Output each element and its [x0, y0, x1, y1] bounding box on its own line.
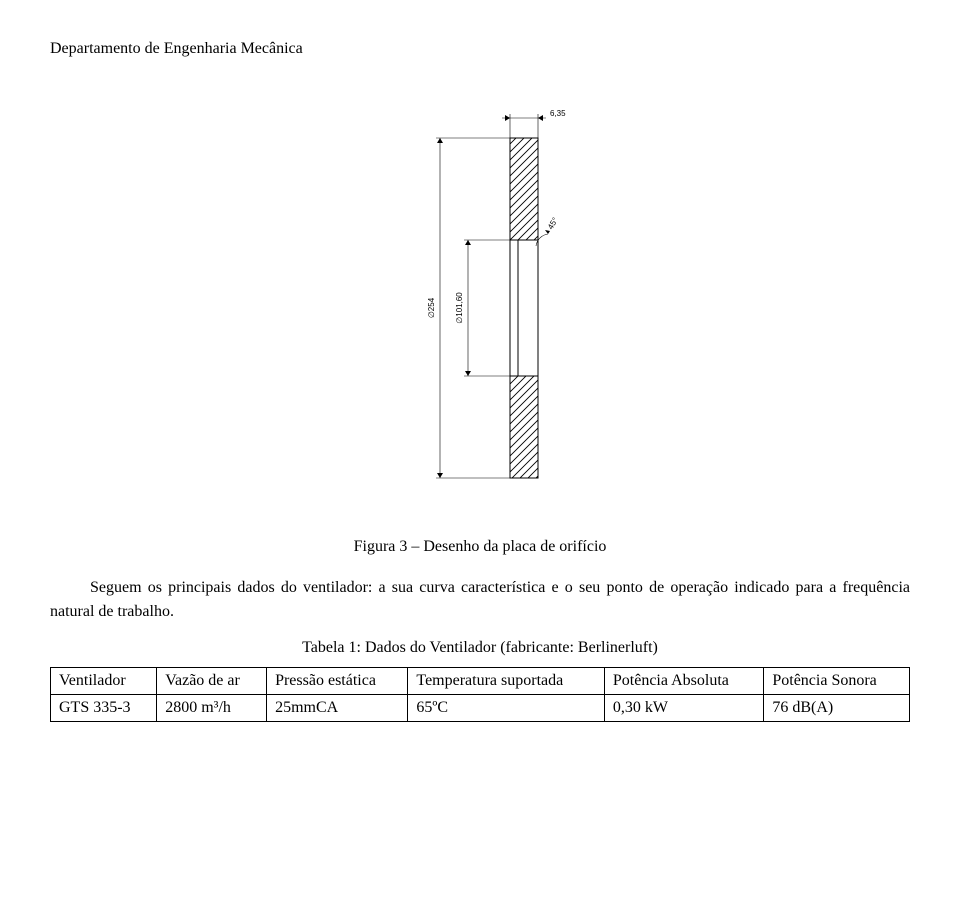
department-header: Departamento de Engenharia Mecânica	[50, 40, 910, 58]
svg-text:6,35: 6,35	[550, 109, 566, 118]
table-row: GTS 335-32800 m³/h25mmCA65ºC0,30 kW76 dB…	[51, 695, 910, 722]
paragraph-text: Seguem os principais dados do ventilador…	[50, 579, 910, 620]
figure-caption: Figura 3 – Desenho da placa de orifício	[50, 538, 910, 556]
fan-data-table: VentiladorVazão de arPressão estáticaTem…	[50, 667, 910, 722]
svg-text:∅254: ∅254	[427, 297, 436, 318]
table-header-cell: Pressão estática	[267, 668, 408, 695]
table-cell: GTS 335-3	[51, 695, 157, 722]
department-text: Departamento de Engenharia Mecânica	[50, 40, 303, 57]
table-body: GTS 335-32800 m³/h25mmCA65ºC0,30 kW76 dB…	[51, 695, 910, 722]
table-header-cell: Potência Absoluta	[604, 668, 763, 695]
table-caption: Tabela 1: Dados do Ventilador (fabricant…	[50, 639, 910, 657]
table-header-cell: Vazão de ar	[157, 668, 267, 695]
svg-text:∅101,60: ∅101,60	[455, 292, 464, 324]
table-cell: 0,30 kW	[604, 695, 763, 722]
table-cell: 65ºC	[408, 695, 604, 722]
table-cell: 2800 m³/h	[157, 695, 267, 722]
figure-caption-text: Figura 3 – Desenho da placa de orifício	[354, 538, 607, 555]
table-header-row: VentiladorVazão de arPressão estáticaTem…	[51, 668, 910, 695]
table-cell: 76 dB(A)	[764, 695, 910, 722]
plate-svg: 6,35 ∅254 ∅101,60 45°	[310, 88, 650, 508]
orifice-plate-diagram: 6,35 ∅254 ∅101,60 45°	[50, 88, 910, 508]
table-cell: 25mmCA	[267, 695, 408, 722]
svg-text:45°: 45°	[546, 216, 560, 231]
table-header-cell: Potência Sonora	[764, 668, 910, 695]
table-caption-text: Tabela 1: Dados do Ventilador (fabricant…	[302, 639, 658, 656]
body-paragraph: Seguem os principais dados do ventilador…	[50, 576, 910, 624]
table-header-cell: Ventilador	[51, 668, 157, 695]
table-header-cell: Temperatura suportada	[408, 668, 604, 695]
